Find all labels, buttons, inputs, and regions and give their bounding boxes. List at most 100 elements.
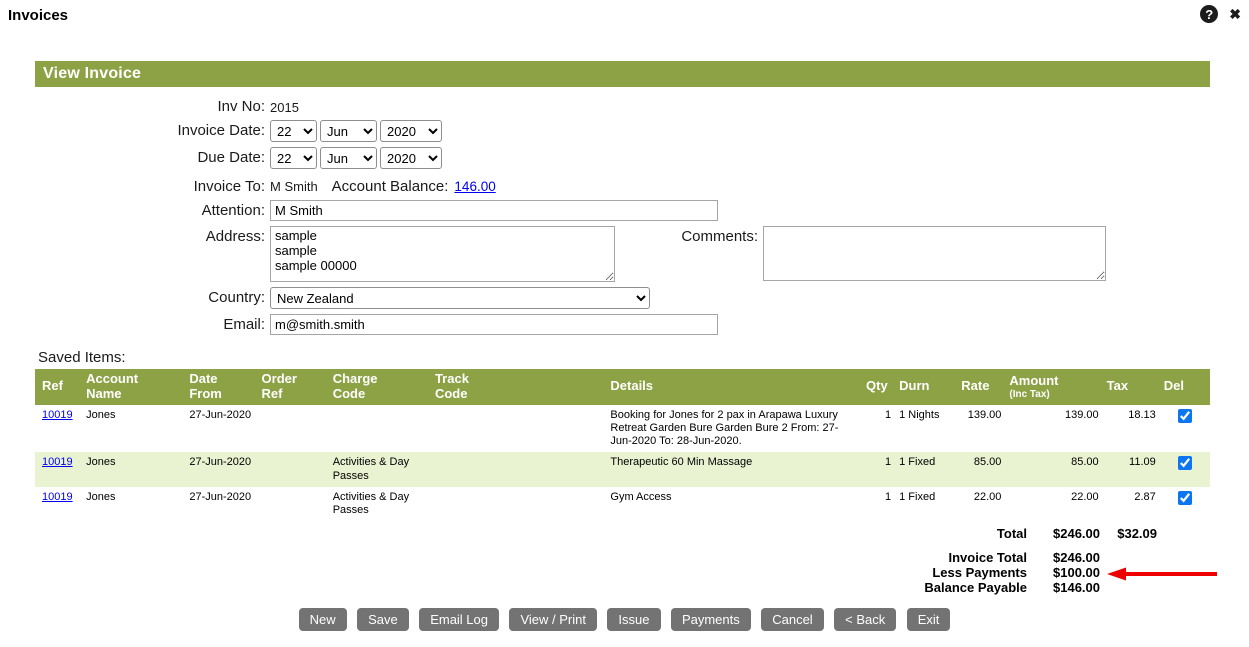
column-header-account-name: Account Name <box>82 369 186 405</box>
address-comments-row: Address: sample sample sample 00000 Comm… <box>0 226 1249 282</box>
email-label: Email: <box>223 316 265 333</box>
issue-button[interactable]: Issue <box>607 608 661 632</box>
tax-cell: 11.09 <box>1102 452 1160 487</box>
table-row: 10019 Jones 27-Jun-2020 Booking for Jone… <box>35 405 1210 453</box>
qty-cell: 1 <box>862 452 896 487</box>
exit-button[interactable]: Exit <box>906 608 951 632</box>
table-header-row: Ref Account Name Date From Order Ref Cha… <box>35 369 1210 405</box>
back-button[interactable]: < Back <box>834 608 897 632</box>
track-code-cell <box>431 405 606 453</box>
table-row: 10019 Jones 27-Jun-2020 Activities & Day… <box>35 487 1210 521</box>
address-label: Address: <box>205 228 265 245</box>
account-name-cell: Jones <box>86 408 116 421</box>
order-ref-cell <box>257 452 329 487</box>
country-row: Country: New Zealand <box>0 287 1249 309</box>
page-title: Invoices <box>8 7 69 24</box>
view-print-button[interactable]: View / Print <box>509 608 597 632</box>
column-header-ref: Ref <box>35 369 83 405</box>
order-ref-cell <box>258 487 329 521</box>
attention-input[interactable] <box>270 200 718 221</box>
invoice-to-value: M Smith <box>270 179 318 194</box>
total-tax: $32.09 <box>1117 526 1157 542</box>
due-date-day-select[interactable]: 22 <box>270 147 317 169</box>
booking-ref-link[interactable]: 10019 <box>42 490 73 503</box>
invoice-total-value: $246.00 <box>1053 550 1100 566</box>
red-arrow-icon <box>1107 567 1220 581</box>
email-log-button[interactable]: Email Log <box>419 608 499 632</box>
column-header-order-ref: Order Ref <box>257 369 329 405</box>
inv-no-value: 2015 <box>270 100 299 115</box>
order-ref-cell <box>258 405 329 453</box>
saved-items-label: Saved Items: <box>38 349 126 366</box>
saved-items-table: Ref Account Name Date From Order Ref Cha… <box>35 369 1210 521</box>
country-select[interactable]: New Zealand <box>270 287 650 309</box>
invoice-total-label: Invoice Total <box>948 550 1028 566</box>
invoice-date-label: Invoice Date: <box>177 122 265 139</box>
invoice-total-row: Invoice Total $246.00 <box>35 550 1157 565</box>
action-buttons: New Save Email Log View / Print Issue Pa… <box>0 608 1249 632</box>
durn-cell: 1 Fixed <box>895 452 958 487</box>
comments-label: Comments: <box>681 228 758 245</box>
balance-payable-value: $146.00 <box>1053 580 1100 596</box>
email-row: Email: <box>0 314 1249 335</box>
column-header-charge-code: Charge Code <box>328 369 431 405</box>
balance-payable-row: Balance Payable $146.00 <box>35 580 1157 595</box>
column-header-track-code: Track Code <box>430 369 607 405</box>
less-payments-value: $100.00 <box>1053 565 1100 581</box>
due-date-label: Due Date: <box>197 149 265 166</box>
delete-checkbox[interactable] <box>1177 456 1192 471</box>
invoice-to-label: Invoice To: <box>193 178 265 195</box>
total-row: Total $246.00 $32.09 <box>35 526 1157 541</box>
amount-cell: 139.00 <box>1064 408 1099 421</box>
invoice-date-month-select[interactable]: Jun <box>320 120 377 142</box>
due-date-year-select[interactable]: 2020 <box>380 147 442 169</box>
totals-section: Total $246.00 $32.09 Invoice Total $246.… <box>35 526 1217 595</box>
booking-ref-link[interactable]: 10019 <box>42 408 73 421</box>
charge-code-cell: Activities & Day Passes <box>332 490 410 516</box>
due-date-month-select[interactable]: Jun <box>320 147 377 169</box>
rate-cell: 22.00 <box>973 490 1002 503</box>
invoice-form: Inv No: 2015 Invoice Date: 22 Jun 2020 D… <box>0 96 1249 335</box>
rate-cell: 85.00 <box>957 452 1006 487</box>
balance-payable-label: Balance Payable <box>924 580 1027 596</box>
inv-no-label: Inv No: <box>217 98 265 115</box>
amount-cell: 22.00 <box>1071 490 1099 503</box>
delete-checkbox[interactable] <box>1177 408 1192 423</box>
date-from-cell: 27-Jun-2020 <box>189 408 252 421</box>
account-name-cell: Jones <box>82 452 186 487</box>
booking-ref-link[interactable]: 10019 <box>42 456 73 469</box>
table-row: 10019 Jones 27-Jun-2020 Activities & Day… <box>35 452 1210 487</box>
address-textarea[interactable]: sample sample sample 00000 <box>270 226 615 282</box>
charge-code-cell: Activities & Day Passes <box>328 452 431 487</box>
comments-textarea[interactable] <box>763 226 1106 281</box>
country-label: Country: <box>208 289 265 306</box>
attention-label: Attention: <box>201 202 265 219</box>
inv-no-row: Inv No: 2015 <box>0 96 1249 115</box>
delete-checkbox[interactable] <box>1177 490 1192 505</box>
column-header-del: Del <box>1159 369 1210 405</box>
charge-code-cell <box>329 405 431 453</box>
account-balance-link[interactable]: 146.00 <box>454 179 496 194</box>
new-button[interactable]: New <box>298 608 347 632</box>
total-amount: $246.00 <box>1053 526 1100 542</box>
track-code-cell <box>430 452 607 487</box>
account-balance-label: Account Balance: <box>331 178 449 195</box>
column-header-amount: Amount (Inc Tax) <box>1005 369 1103 405</box>
close-icon[interactable]: ✖ <box>1229 6 1241 22</box>
total-label: Total <box>996 526 1027 542</box>
invoice-date-year-select[interactable]: 2020 <box>380 120 442 142</box>
email-input[interactable] <box>270 314 718 335</box>
payments-button[interactable]: Payments <box>670 608 751 632</box>
window-controls: ? ✖ <box>1200 5 1241 23</box>
details-cell: Therapeutic 60 Min Massage <box>606 452 863 487</box>
help-icon[interactable]: ? <box>1200 5 1219 23</box>
date-from-cell: 27-Jun-2020 <box>189 490 252 503</box>
section-title: View Invoice <box>35 61 1210 87</box>
qty-cell: 1 <box>884 408 892 421</box>
invoice-date-day-select[interactable]: 22 <box>270 120 317 142</box>
column-header-details: Details <box>606 369 863 405</box>
cancel-button[interactable]: Cancel <box>761 608 824 632</box>
track-code-cell <box>431 487 606 521</box>
save-button[interactable]: Save <box>357 608 409 632</box>
amount-cell: 85.00 <box>1005 452 1103 487</box>
